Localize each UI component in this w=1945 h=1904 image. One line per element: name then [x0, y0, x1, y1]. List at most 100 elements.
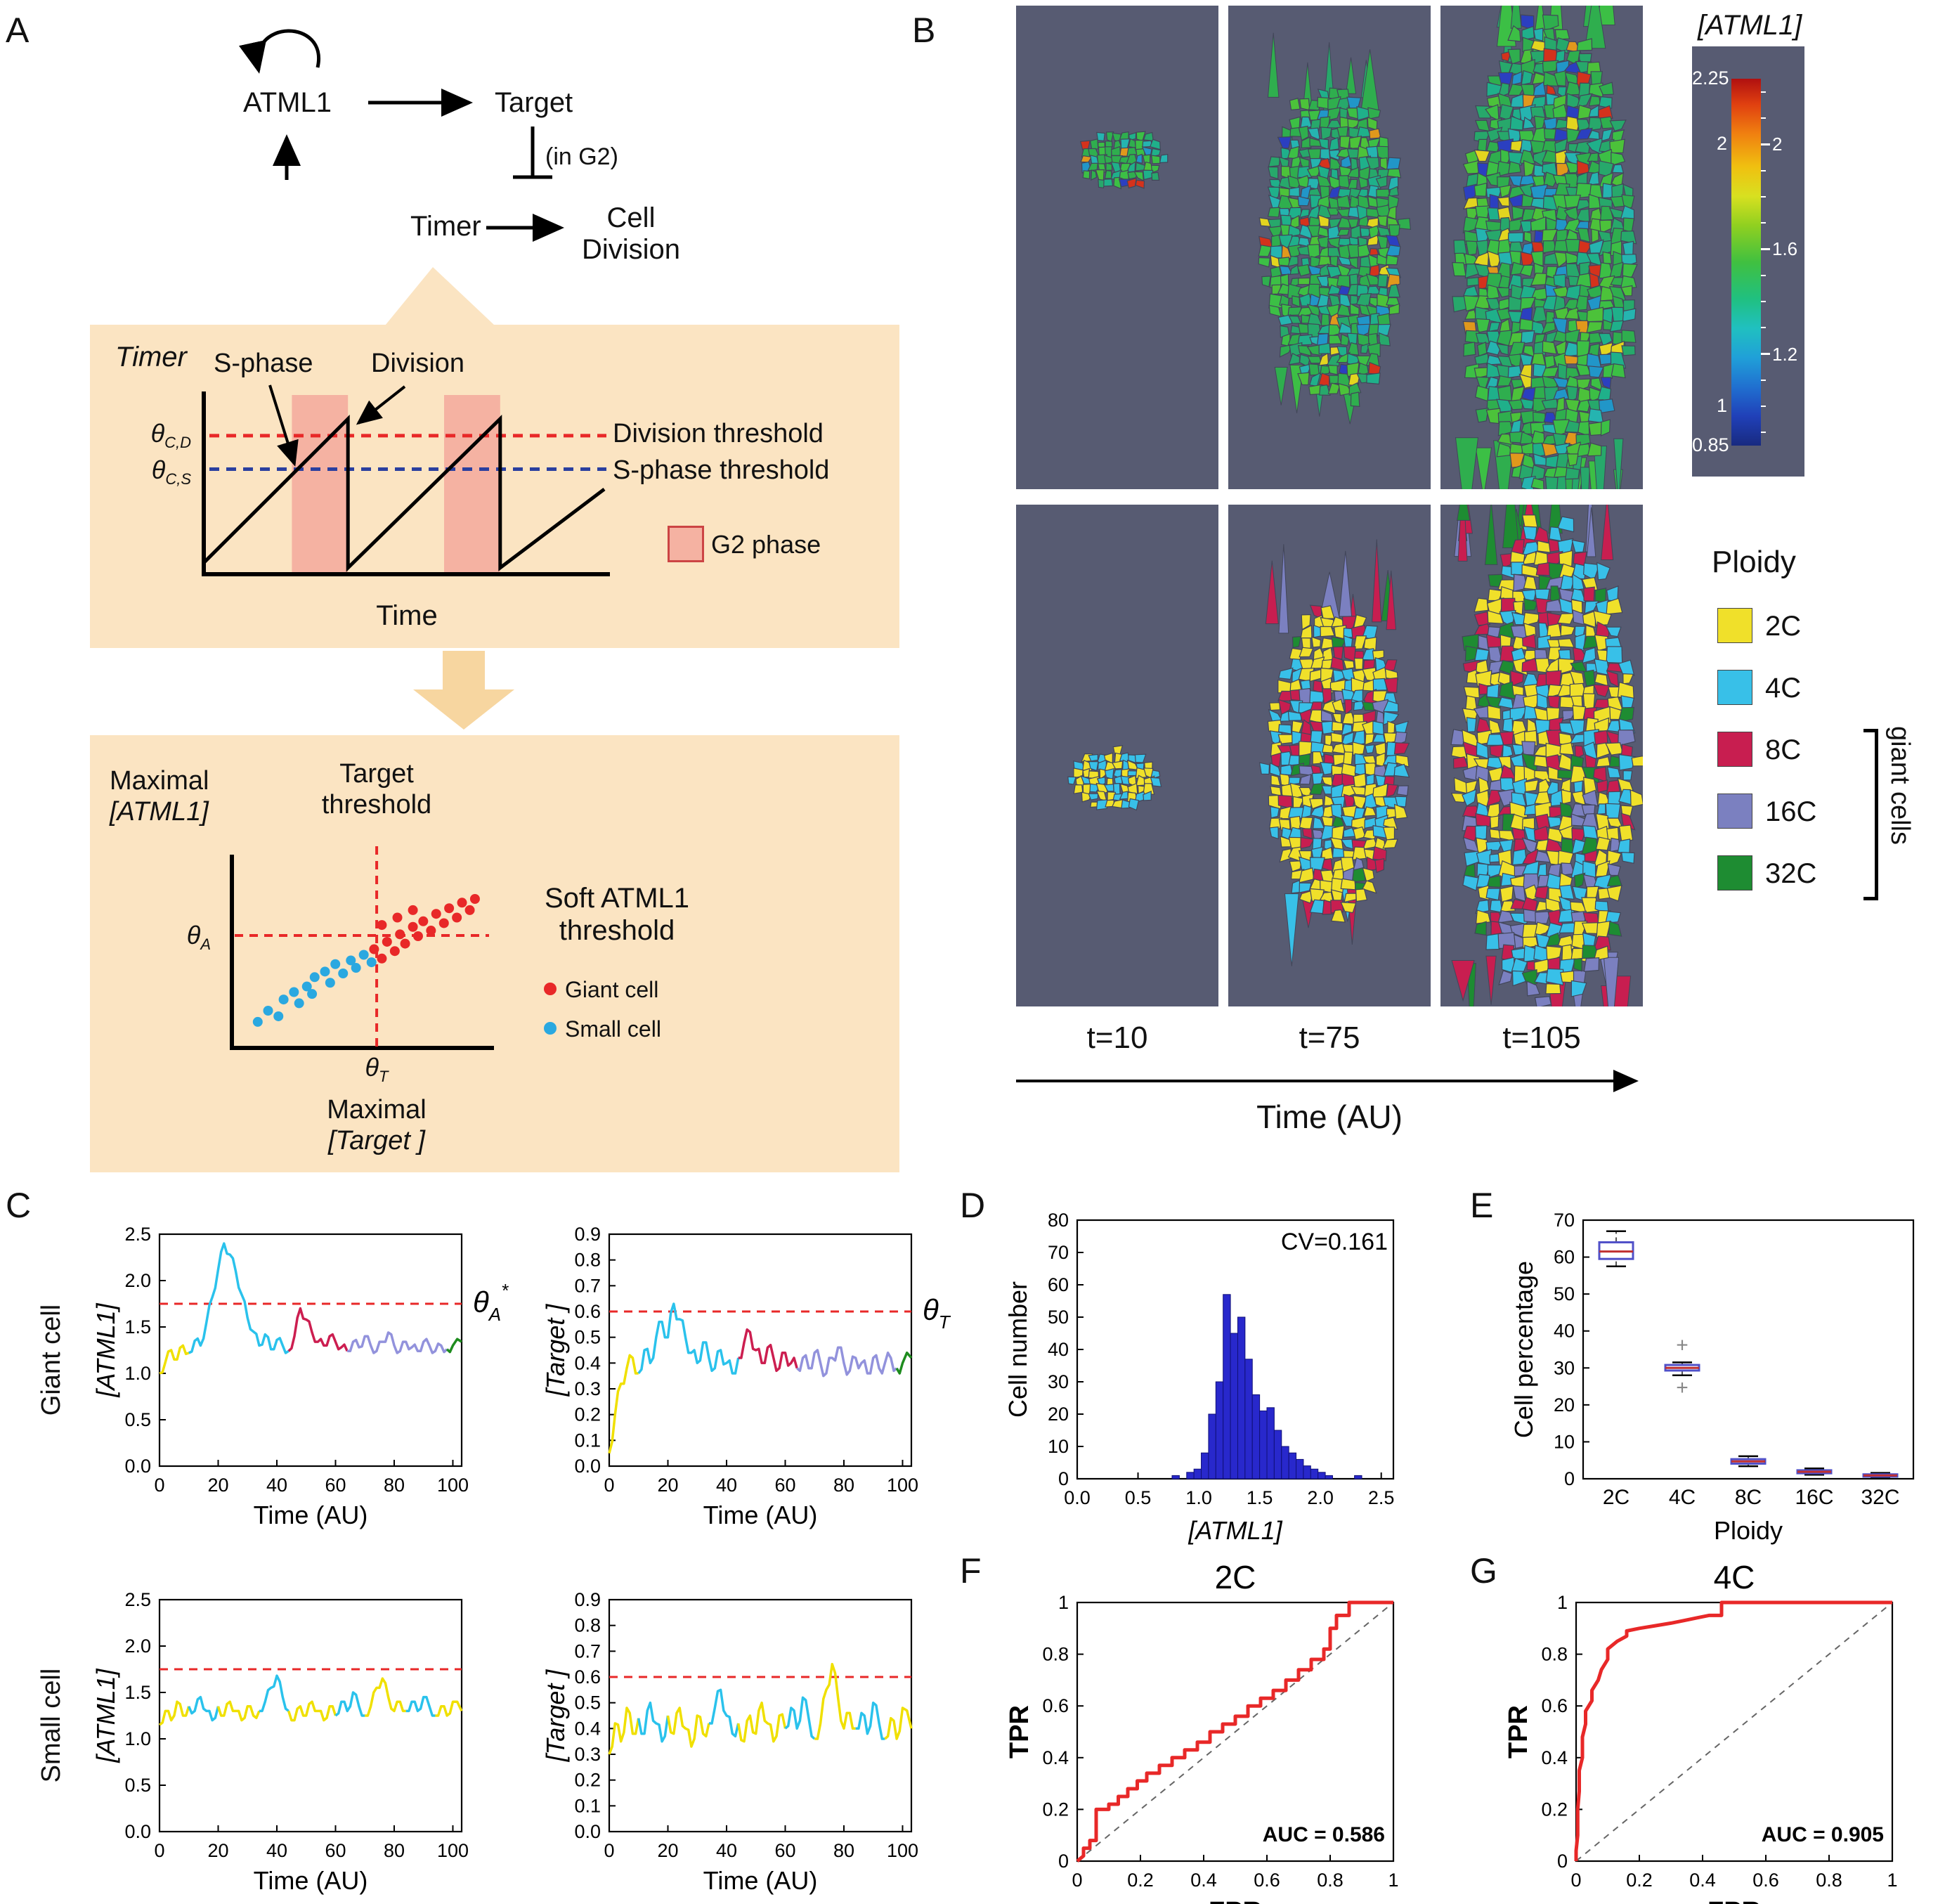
tick-label: 2C: [1603, 1486, 1629, 1509]
tissue-cell: [1289, 264, 1299, 275]
tick-label: 20: [207, 1840, 228, 1861]
tissue-cell: [1608, 261, 1624, 279]
tissue-cell: [1369, 128, 1381, 139]
small-cell-point: [330, 959, 341, 969]
tissue-cell: [1546, 945, 1562, 963]
tissue-cell: [1292, 635, 1302, 649]
maximal-target-label-1: Maximal: [327, 1095, 427, 1125]
tick-label: 1.0: [124, 1728, 151, 1749]
tissue-cell: [1309, 782, 1326, 796]
tissue-cell: [1136, 153, 1143, 164]
tissue-cell: [1542, 340, 1557, 355]
tissue-cell: [1496, 343, 1509, 356]
tissue-cell: [1300, 836, 1315, 850]
tissue-cell: [1336, 208, 1351, 218]
small-cell-point: [307, 989, 318, 999]
tissue-cell: [1278, 819, 1291, 831]
histogram-bar: [1201, 1452, 1209, 1479]
tissue-cell: [1611, 363, 1626, 379]
threshold-theta-label: θT: [923, 1293, 951, 1333]
soft-threshold-box: Maximal [ATML1] Target threshold Soft AT…: [90, 735, 899, 1172]
tissue-cell: [1606, 597, 1623, 615]
small-cell-point: [366, 957, 377, 968]
tissue-cell: [1595, 836, 1611, 851]
tick-label: 0.7: [574, 1275, 601, 1296]
network-node-atml1: ATML1: [243, 87, 332, 118]
tissue-cell: [1606, 885, 1622, 902]
tissue-cell: [1593, 684, 1611, 698]
tissue-cell: [1299, 659, 1315, 671]
tissue-spike-cell: [1510, 6, 1522, 29]
trace-segment: [738, 1328, 798, 1373]
tissue-cell: [1531, 320, 1547, 335]
tissue-spike-cell: [1455, 437, 1479, 489]
small-cell-point: [289, 987, 299, 997]
tick-label: 0: [1072, 1870, 1082, 1891]
g2-phase-band: [292, 395, 349, 573]
tissue-cell: [1278, 699, 1292, 715]
tick-label: 0.5: [124, 1775, 151, 1796]
tissue-cell: [1486, 803, 1500, 820]
tissue-cell: [1622, 673, 1634, 685]
colorbar-major-tick: [1761, 247, 1770, 250]
tissue-cell: [1534, 921, 1552, 938]
tissue-cell: [1559, 742, 1575, 756]
tissue-cell: [1384, 677, 1398, 694]
trace-segment: [287, 1700, 337, 1722]
small-cell-label: Small cell: [565, 1016, 661, 1042]
tissue-cell: [1278, 667, 1294, 680]
tissue-cell: [1327, 207, 1340, 216]
tissue-cell: [1377, 274, 1388, 287]
trace-segment: [158, 1700, 190, 1726]
tissue-cell: [1608, 921, 1622, 937]
tissue-cell: [1337, 256, 1351, 266]
tissue-cell: [1372, 720, 1384, 736]
tissue-cell: [1606, 766, 1621, 779]
tick-label: 0.4: [574, 1718, 601, 1739]
tissue-cell: [1499, 184, 1512, 198]
colorbar-label: 2: [1716, 133, 1727, 155]
tissue-cell: [1289, 860, 1303, 872]
tissue-spike-cell: [1345, 57, 1357, 94]
tissue-cell: [1382, 838, 1398, 849]
tissue-cell: [1600, 419, 1611, 436]
tissue-spike-cell: [1584, 6, 1606, 49]
giant-cell-point: [395, 929, 405, 940]
tissue-cell: [1530, 250, 1544, 267]
tissue-cell: [1611, 152, 1626, 167]
tick-label: 0.9: [574, 1589, 601, 1610]
tissue-cell: [1511, 71, 1523, 86]
small-cell-point: [351, 963, 361, 973]
tick-label: 0.2: [574, 1404, 601, 1425]
tissue-cell: [1561, 789, 1572, 805]
tissue-cell: [1533, 386, 1547, 400]
trace-segment: [637, 1302, 740, 1375]
tissue-cell: [1509, 706, 1528, 722]
tissue-cell: [1618, 753, 1636, 771]
tissue-cell: [1343, 751, 1353, 765]
theta-a-sub: A: [200, 935, 211, 954]
tissue-cell: [1561, 838, 1575, 855]
tick-label: 2.5: [1368, 1487, 1395, 1508]
giant-cell-point: [412, 931, 423, 941]
trace-segment: [347, 1331, 448, 1354]
tissue-cell: [1631, 756, 1643, 767]
tissue-cell: [1289, 815, 1301, 831]
tissue-cell: [1548, 887, 1563, 903]
theta-a-label: θA: [160, 921, 211, 954]
tissue-cell: [1385, 254, 1399, 266]
tissue-cell: [1309, 798, 1324, 810]
tissue-cell: [1336, 195, 1351, 209]
y-axis-label: Cell percentage: [1509, 1261, 1538, 1438]
tissue-cell: [1535, 911, 1552, 924]
tissue-cell: [1329, 149, 1340, 161]
histogram-bar: [1215, 1381, 1224, 1479]
tick-label: 0.5: [574, 1327, 601, 1348]
tissue-cell: [1530, 477, 1544, 489]
tissue-cell: [1618, 729, 1636, 746]
tissue-cell: [1344, 699, 1353, 715]
tick-label: 10: [1048, 1436, 1069, 1457]
tissue-cell: [1575, 252, 1592, 266]
tick-label: 60: [325, 1475, 346, 1496]
trace-segment: [287, 1307, 349, 1352]
